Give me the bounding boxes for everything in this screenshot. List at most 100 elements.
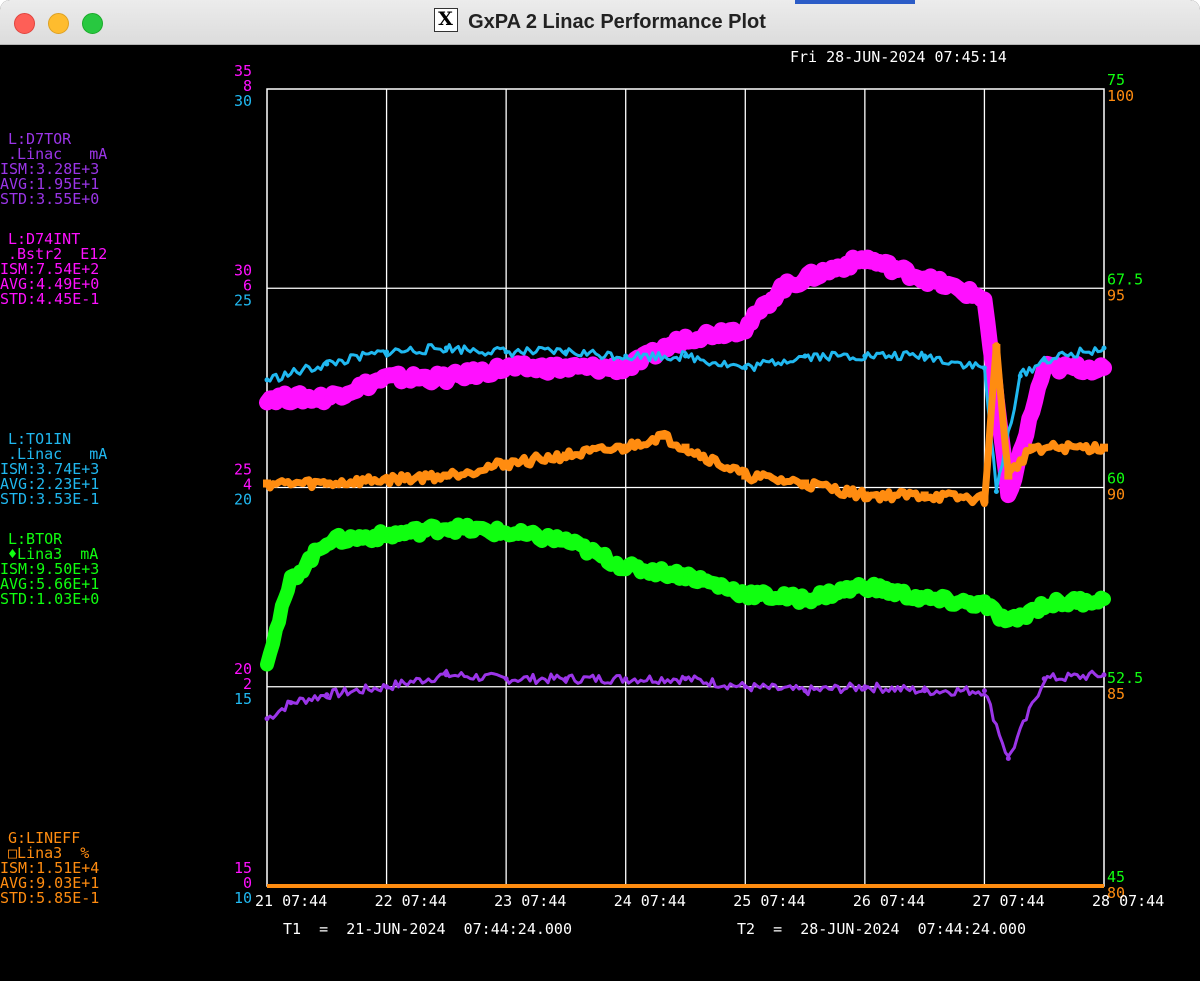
data-point <box>683 676 688 682</box>
legend-line: L:D7TOR <box>8 130 72 148</box>
data-point <box>621 443 630 452</box>
data-point <box>980 495 989 504</box>
left-axis-tick-label: 15 <box>234 859 252 877</box>
data-point <box>657 431 666 440</box>
data-point <box>442 471 451 480</box>
data-point <box>981 295 987 301</box>
data-point <box>503 530 509 536</box>
data-point <box>384 349 390 355</box>
series-line-l-to1in <box>265 343 1106 492</box>
data-point <box>1101 345 1107 351</box>
legend-line: AVG:9.03E+1 <box>0 874 100 892</box>
data-point <box>324 395 330 401</box>
data-point <box>502 459 511 468</box>
data-point <box>683 353 688 359</box>
data-point <box>324 692 330 698</box>
legend-line: STD:5.85E-1 <box>0 889 100 907</box>
right-axis-tick-label: 85 <box>1107 685 1125 703</box>
data-point <box>1101 672 1107 678</box>
left-axis-tick-label: 10 <box>234 889 252 907</box>
data-point <box>288 700 294 706</box>
data-point <box>443 375 449 381</box>
data-point <box>683 335 688 341</box>
data-point <box>922 596 928 602</box>
data-point <box>1005 494 1011 500</box>
legend-line: L:BTOR <box>8 530 63 548</box>
data-point <box>1028 443 1037 452</box>
data-point <box>1101 365 1107 371</box>
legend-line: ISM:1.51E+4 <box>0 859 100 877</box>
x-axis-tick-label: 26 07:44 <box>853 892 925 910</box>
close-button[interactable] <box>14 13 35 34</box>
data-point <box>1100 443 1108 452</box>
data-point <box>1017 373 1023 379</box>
title-bar[interactable]: GxPA 2 Linac Performance Plot <box>0 0 1200 45</box>
t2-label: T2 = 28-JUN-2024 07:44:24.000 <box>737 920 1026 938</box>
maximize-button[interactable] <box>82 13 103 34</box>
data-point <box>860 491 869 500</box>
background-window-edge <box>795 0 915 4</box>
right-axis-tick-label: 80 <box>1107 884 1125 902</box>
data-point <box>922 275 928 281</box>
legend-line: ♦Lina3 mA <box>8 545 99 563</box>
data-point <box>288 577 294 583</box>
left-axis-tick-label: 20 <box>234 660 252 678</box>
legend-line: AVG:2.23E+1 <box>0 475 100 493</box>
data-point <box>742 684 748 690</box>
data-point <box>623 676 629 682</box>
left-axis-tick-label: 4 <box>243 476 252 494</box>
data-point <box>1101 596 1107 602</box>
left-axis-tick-label: 6 <box>243 276 252 294</box>
data-point <box>264 716 270 722</box>
legend-line: L:D74INT <box>8 230 81 248</box>
data-point <box>1005 620 1011 626</box>
right-axis-tick-label: 52.5 <box>1107 669 1143 687</box>
right-axis-tick-label: 75 <box>1107 71 1125 89</box>
data-point <box>862 255 868 261</box>
legend-line: AVG:1.95E+1 <box>0 175 100 193</box>
data-point <box>503 349 509 355</box>
x-axis-tick-label: 25 07:44 <box>733 892 805 910</box>
data-point <box>922 353 928 359</box>
data-point <box>503 676 509 682</box>
minimize-button[interactable] <box>48 13 69 34</box>
data-point <box>862 583 868 589</box>
legend-line: ISM:7.54E+2 <box>0 260 100 278</box>
data-point <box>384 375 390 381</box>
left-axis-tick-label: 15 <box>234 690 252 708</box>
data-point <box>443 524 449 530</box>
data-point <box>802 688 808 694</box>
data-point <box>443 672 449 678</box>
data-point <box>264 657 270 663</box>
data-point <box>563 365 569 371</box>
data-point <box>681 443 690 452</box>
data-point <box>981 601 987 607</box>
data-point <box>563 676 569 682</box>
data-point <box>623 564 629 570</box>
right-axis-tick-label: 67.5 <box>1107 270 1143 288</box>
x-axis-tick-label: 24 07:44 <box>614 892 686 910</box>
data-point <box>1004 471 1013 480</box>
data-point <box>778 285 784 291</box>
legend-line: STD:3.55E+0 <box>0 190 100 208</box>
x-axis-tick-label: 23 07:44 <box>494 892 566 910</box>
data-point <box>741 471 750 480</box>
data-point <box>742 591 748 597</box>
x-axis-tick-label: 21 07:44 <box>255 892 327 910</box>
data-point <box>802 596 808 602</box>
left-axis-tick-label: 2 <box>243 675 252 693</box>
data-point <box>742 325 748 331</box>
data-point <box>324 538 330 544</box>
right-axis-tick-label: 45 <box>1107 868 1125 886</box>
legend-line: ISM:9.50E+3 <box>0 560 100 578</box>
data-point <box>683 572 688 578</box>
right-axis-tick-label: 100 <box>1107 87 1134 105</box>
legend-line: ISM:3.28E+3 <box>0 160 100 178</box>
data-point <box>443 345 449 351</box>
window-title: GxPA 2 Linac Performance Plot <box>0 8 1200 34</box>
x-axis-tick-label: 27 07:44 <box>972 892 1044 910</box>
legend-line: .Linac mA <box>8 145 108 163</box>
data-point <box>322 479 331 488</box>
data-point <box>922 688 928 694</box>
